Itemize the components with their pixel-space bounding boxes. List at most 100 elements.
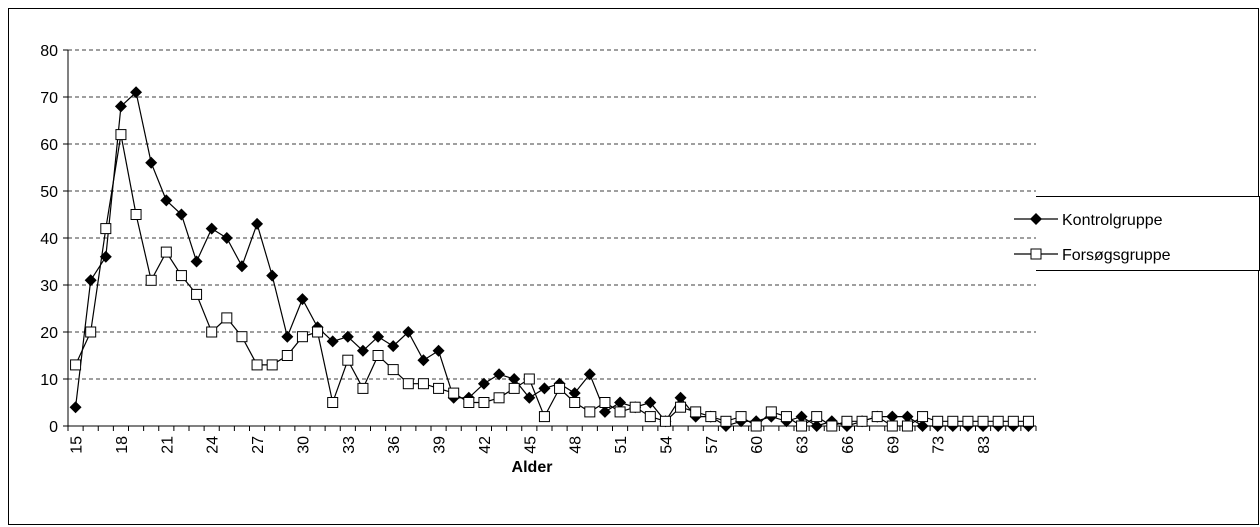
x-tick-label: 30: [295, 436, 312, 454]
marker: [85, 326, 97, 338]
marker: [417, 378, 429, 390]
marker: [296, 331, 308, 343]
marker: [281, 350, 293, 361]
x-tick-label: 39: [432, 436, 449, 454]
marker: [644, 396, 657, 409]
marker: [1022, 415, 1034, 427]
marker: [115, 129, 127, 141]
marker: [644, 411, 656, 423]
marker: [932, 415, 944, 427]
marker: [100, 223, 112, 235]
y-tick-label: 80: [40, 43, 58, 60]
marker: [478, 397, 490, 408]
marker: [235, 260, 248, 273]
marker: [175, 270, 187, 282]
x-tick-label: 45: [522, 436, 539, 454]
marker: [614, 396, 627, 409]
marker: [947, 415, 959, 427]
x-tick-label: 51: [613, 436, 630, 454]
x-tick-label: 33: [341, 436, 358, 454]
marker: [463, 397, 475, 408]
marker: [356, 344, 369, 357]
marker: [130, 209, 142, 220]
marker: [145, 156, 158, 169]
marker: [281, 330, 294, 343]
marker: [508, 373, 521, 385]
series-line: [75, 134, 1029, 427]
x-tick-label: 15: [69, 436, 86, 454]
marker: [342, 354, 354, 366]
marker: [70, 359, 82, 371]
x-tick-label: 83: [976, 436, 993, 454]
y-tick-label: 50: [40, 184, 58, 201]
marker: [720, 415, 732, 427]
y-tick-label: 60: [40, 137, 58, 154]
marker: [977, 415, 989, 427]
marker: [448, 387, 460, 399]
marker: [493, 368, 506, 381]
marker: [341, 330, 354, 343]
marker: [856, 415, 868, 427]
marker: [735, 411, 747, 423]
marker: [554, 382, 566, 394]
marker: [629, 401, 641, 413]
marker: [705, 411, 717, 423]
marker: [357, 382, 369, 394]
marker: [886, 420, 898, 432]
marker: [962, 415, 974, 427]
marker: [99, 250, 112, 263]
marker: [493, 392, 505, 404]
marker: [191, 288, 203, 300]
marker: [114, 100, 127, 113]
marker: [84, 274, 97, 287]
marker: [402, 326, 415, 338]
marker: [583, 368, 596, 381]
marker: [523, 391, 536, 404]
x-tick-label: 66: [840, 436, 857, 454]
x-tick-label: 18: [114, 436, 131, 454]
y-tick-label: 30: [40, 278, 58, 295]
marker: [387, 340, 400, 353]
x-tick-label: 60: [749, 436, 766, 454]
marker: [659, 415, 671, 427]
marker: [675, 401, 687, 413]
marker: [598, 405, 611, 418]
marker: [690, 406, 702, 418]
marker: [841, 415, 853, 427]
marker: [477, 377, 490, 390]
marker: [160, 246, 172, 258]
marker: [538, 411, 550, 423]
marker: [296, 293, 309, 306]
marker: [145, 274, 157, 286]
marker: [372, 350, 384, 361]
y-tick-label: 0: [49, 419, 58, 436]
x-tick-label: 24: [205, 436, 222, 454]
marker: [901, 410, 914, 423]
marker: [175, 208, 188, 221]
marker: [221, 312, 233, 324]
marker: [387, 364, 399, 376]
marker: [326, 335, 339, 348]
marker: [1007, 415, 1019, 427]
y-tick-label: 70: [40, 90, 58, 107]
marker: [402, 378, 414, 390]
marker: [130, 86, 143, 99]
x-axis-title: Alder: [512, 459, 553, 476]
y-tick-label: 20: [40, 325, 58, 342]
marker: [327, 397, 339, 408]
x-tick-label: 36: [386, 436, 403, 454]
marker: [432, 344, 445, 357]
legend-box: [1008, 196, 1260, 271]
marker: [765, 406, 777, 418]
x-tick-label: 21: [159, 436, 176, 454]
marker: [433, 382, 445, 394]
x-tick-label: 73: [931, 436, 948, 454]
marker: [568, 387, 581, 400]
marker: [205, 222, 218, 235]
marker: [266, 359, 278, 371]
x-tick-label: 48: [568, 436, 585, 454]
x-tick-label: 54: [658, 436, 675, 454]
marker: [674, 391, 687, 404]
marker: [826, 420, 838, 432]
